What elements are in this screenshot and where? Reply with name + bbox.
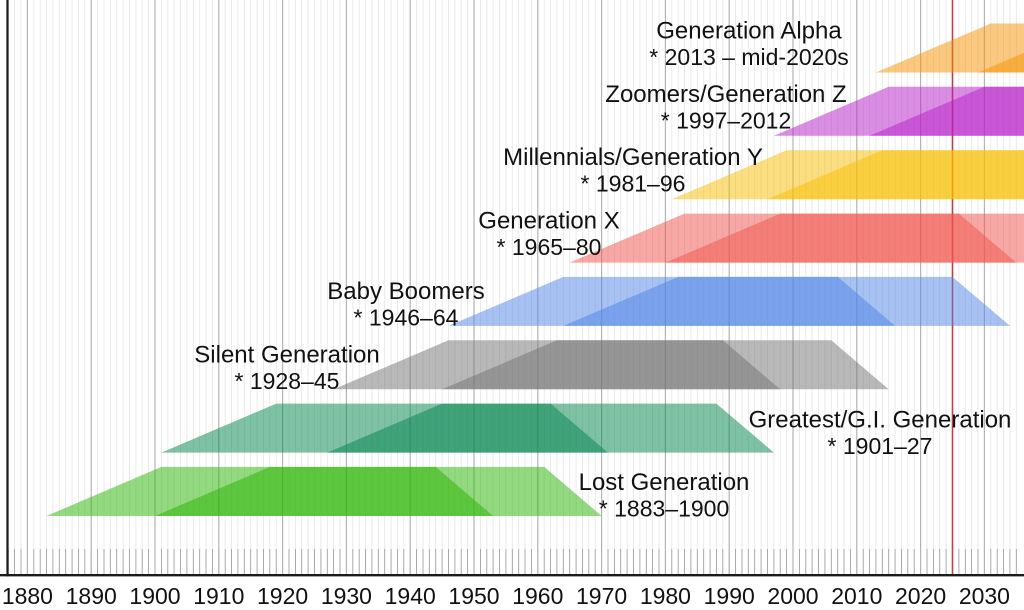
x-axis-tick-label: 1910: [193, 583, 244, 609]
generation-label-generation-x: Generation X* 1965–80: [478, 208, 619, 261]
generation-years-label: * 1981–96: [581, 171, 686, 197]
last-cohort-trapezoid: [978, 52, 1024, 73]
generation-label-generation-alpha: Generation Alpha* 2013 – mid-2020s: [649, 18, 848, 71]
generation-label-baby-boomers: Baby Boomers* 1946–64: [327, 278, 484, 331]
generation-name-label: Lost Generation: [579, 469, 750, 496]
last-cohort-trapezoid: [563, 276, 1010, 326]
generation-name-label: Silent Generation: [194, 341, 379, 368]
last-cohort-trapezoid: [155, 466, 602, 516]
first-cohort-trapezoid: [875, 23, 1024, 73]
generation-band-silent-generation: [333, 340, 889, 390]
x-axis-tick-label: 2000: [767, 583, 818, 609]
generation-years-label: * 1883–1900: [599, 496, 729, 522]
generation-band-generation-alpha: [875, 23, 1024, 73]
x-axis-tick-label: 1980: [640, 583, 691, 609]
x-axis-tick-label: 1920: [257, 583, 308, 609]
generation-years-label: * 1928–45: [235, 368, 340, 394]
generation-band-generation-x: [569, 213, 1024, 263]
generation-years-label: * 1965–80: [497, 234, 602, 260]
x-axis-tick-label: 1890: [66, 583, 117, 609]
generation-band-millennials-generation-y: [671, 150, 1024, 200]
generation-label-millennials-generation-y: Millennials/Generation Y* 1981–96: [503, 144, 763, 197]
generation-label-greatest-g-i-generation: Greatest/G.I. Generation* 1901–27: [749, 407, 1012, 460]
generation-name-label: Zoomers/Generation Z: [605, 81, 846, 108]
last-cohort-trapezoid: [767, 150, 1024, 200]
last-cohort-trapezoid: [327, 403, 774, 453]
generation-band-greatest-g-i-generation: [161, 403, 774, 453]
x-axis-tick-label: 1970: [576, 583, 627, 609]
generation-band-zoomers-generation-z: [773, 86, 1024, 136]
last-cohort-trapezoid: [442, 340, 889, 390]
x-axis-tick-label: 1960: [512, 583, 563, 609]
last-cohort-trapezoid: [665, 213, 1024, 263]
x-axis-tick-label: 2020: [895, 583, 946, 609]
x-axis-tick-label: 2030: [959, 583, 1010, 609]
generation-years-label: * 1997–2012: [661, 107, 791, 133]
x-axis-tick-label: 1990: [704, 583, 755, 609]
x-axis-tick-labels: 1880 1890 1900 1910 1920 1930 1940 1950 1960 1970…: [2, 583, 1010, 609]
generation-years-label: * 1901–27: [828, 433, 933, 459]
generation-band-baby-boomers: [448, 276, 1010, 326]
generation-years-label: * 2013 – mid-2020s: [649, 44, 848, 70]
generation-label-zoomers-generation-z: Zoomers/Generation Z* 1997–2012: [605, 81, 846, 134]
generation-band-lost-generation: [46, 466, 602, 516]
x-axis-tick-label: 1940: [385, 583, 436, 609]
x-axis-tick-label: 1950: [448, 583, 499, 609]
generation-name-label: Generation Alpha: [656, 18, 842, 45]
generation-name-label: Generation X: [478, 208, 619, 235]
x-axis-tick-label: 2010: [831, 583, 882, 609]
generation-name-label: Greatest/G.I. Generation: [749, 407, 1012, 434]
last-cohort-trapezoid: [869, 86, 1024, 136]
x-axis-tick-label: 1880: [2, 583, 53, 609]
generation-name-label: Baby Boomers: [327, 278, 484, 305]
yearly-axis-ticks: [7, 549, 1017, 575]
x-axis-tick-label: 1900: [129, 583, 180, 609]
generation-name-label: Millennials/Generation Y: [503, 144, 763, 171]
generation-label-lost-generation: Lost Generation* 1883–1900: [579, 469, 750, 522]
generation-label-silent-generation: Silent Generation* 1928–45: [194, 341, 379, 394]
generation-years-label: * 1946–64: [354, 304, 459, 330]
x-axis-tick-label: 1930: [321, 583, 372, 609]
